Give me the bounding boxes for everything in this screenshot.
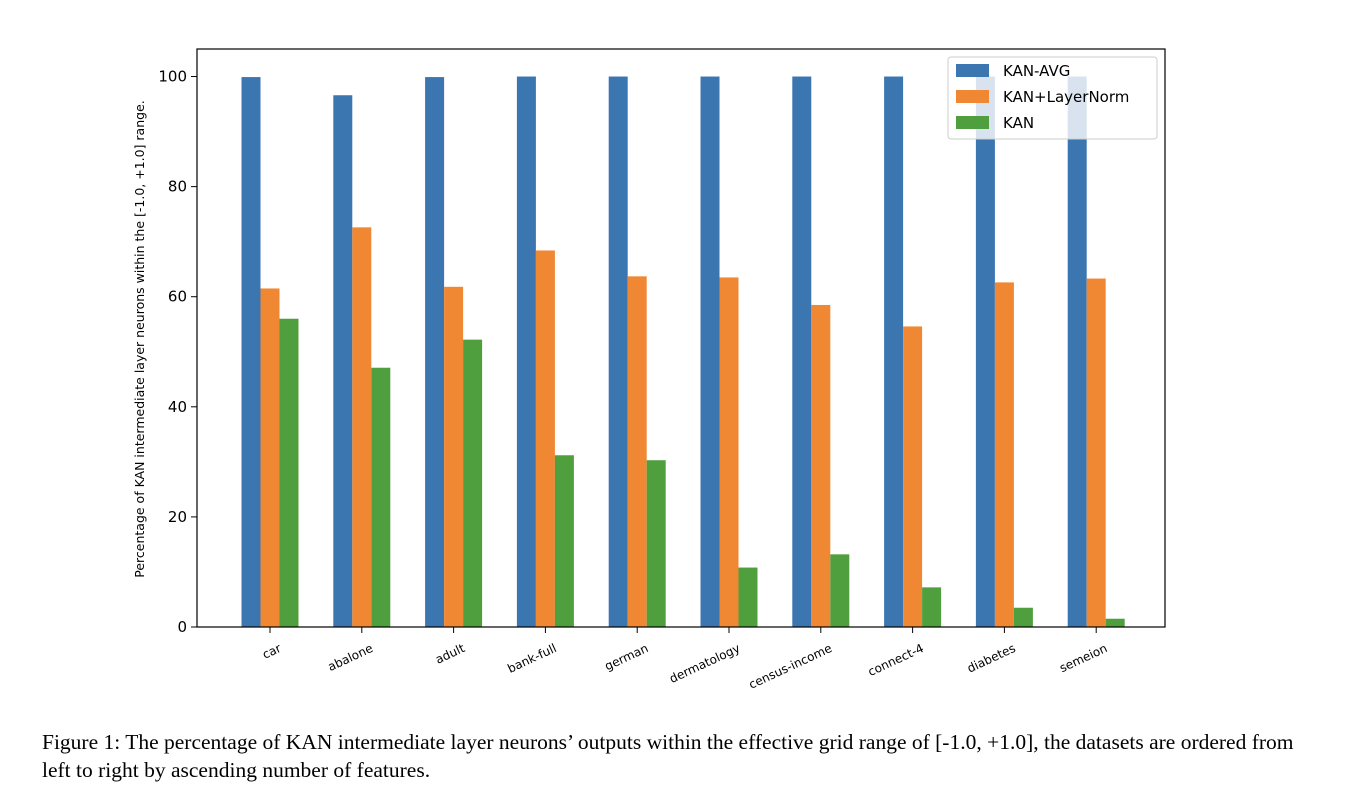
y-axis-label: Percentage of KAN intermediate layer neu… (132, 100, 147, 577)
bar-kan-dermatology (738, 567, 758, 627)
bar-kan-avg-connect-4 (884, 76, 904, 628)
bar-kan-layernorm-connect-4 (903, 326, 923, 627)
bar-kan-connect-4 (922, 587, 942, 627)
x-tick-label: dermatology (667, 641, 742, 686)
x-axis-ticks: car abalone adult bank-full german dermatolog… (260, 627, 1109, 692)
y-tick-label: 80 (168, 178, 187, 196)
legend-swatch (956, 64, 989, 77)
x-tick-label: semeion (1057, 641, 1109, 675)
bar-kan-avg-diabetes (975, 76, 995, 628)
y-axis-title: Percentage of KAN intermediate layer neu… (132, 100, 147, 577)
x-tick-label: german (603, 641, 651, 673)
legend-label: KAN (1003, 114, 1034, 132)
y-tick-label: 100 (158, 68, 187, 86)
bar-kan-layernorm-diabetes (994, 282, 1014, 627)
legend: KAN-AVG KAN+LayerNorm KAN (947, 56, 1158, 140)
bar-kan-layernorm-car (260, 288, 280, 627)
x-tick-label: connect-4 (866, 641, 926, 679)
legend-box (947, 56, 1158, 140)
bar-kan-avg-semeion (1067, 76, 1087, 628)
bar-kan-adult (463, 339, 483, 627)
y-tick-label: 40 (168, 398, 187, 416)
figure-caption: Figure 1: The percentage of KAN intermed… (42, 730, 1294, 782)
legend-swatch (956, 90, 989, 103)
bar-kan-avg-bank-full (516, 76, 536, 628)
bar-kan-layernorm-census-income (811, 304, 831, 627)
y-tick-label: 20 (168, 508, 187, 526)
legend-swatch (956, 116, 989, 129)
x-tick-label: diabetes (965, 641, 1018, 676)
bar-chart: Percentage of KAN intermediate layer neu… (132, 48, 1166, 692)
legend-label: KAN+LayerNorm (1003, 88, 1129, 106)
x-tick-label: census-income (747, 641, 834, 692)
bar-kan-layernorm-adult (444, 286, 464, 627)
bar-kan-avg-car (241, 77, 261, 628)
bar-kan-abalone (371, 367, 391, 627)
bar-kan-layernorm-german (627, 276, 647, 627)
plot-frame (196, 48, 1166, 628)
bar-kan-avg-dermatology (700, 76, 720, 628)
bar-kan-avg-census-income (792, 76, 812, 628)
bar-kan-census-income (830, 554, 850, 627)
bar-kan-layernorm-semeion (1086, 278, 1106, 627)
y-axis-ticks: 0 20 40 60 80 100 (158, 68, 197, 636)
y-tick-label: 60 (168, 288, 187, 306)
bar-kan-avg-german (608, 76, 628, 628)
bar-kan-semeion (1105, 618, 1125, 627)
x-tick-label: abalone (326, 641, 375, 674)
bar-kan-car (279, 318, 299, 627)
bar-kan-avg-abalone (333, 95, 353, 628)
bar-kan-bank-full (554, 455, 574, 627)
x-tick-label: car (260, 641, 283, 662)
bars (241, 76, 1125, 628)
bar-kan-diabetes (1013, 607, 1033, 627)
x-tick-label: adult (433, 641, 467, 667)
bar-kan-layernorm-abalone (352, 227, 372, 627)
y-tick-label: 0 (177, 618, 187, 636)
x-tick-label: bank-full (505, 641, 558, 676)
bar-kan-german (646, 460, 666, 627)
legend-label: KAN-AVG (1003, 62, 1070, 80)
bar-kan-layernorm-bank-full (535, 250, 555, 627)
bar-kan-avg-adult (425, 77, 445, 628)
bar-kan-layernorm-dermatology (719, 277, 739, 627)
